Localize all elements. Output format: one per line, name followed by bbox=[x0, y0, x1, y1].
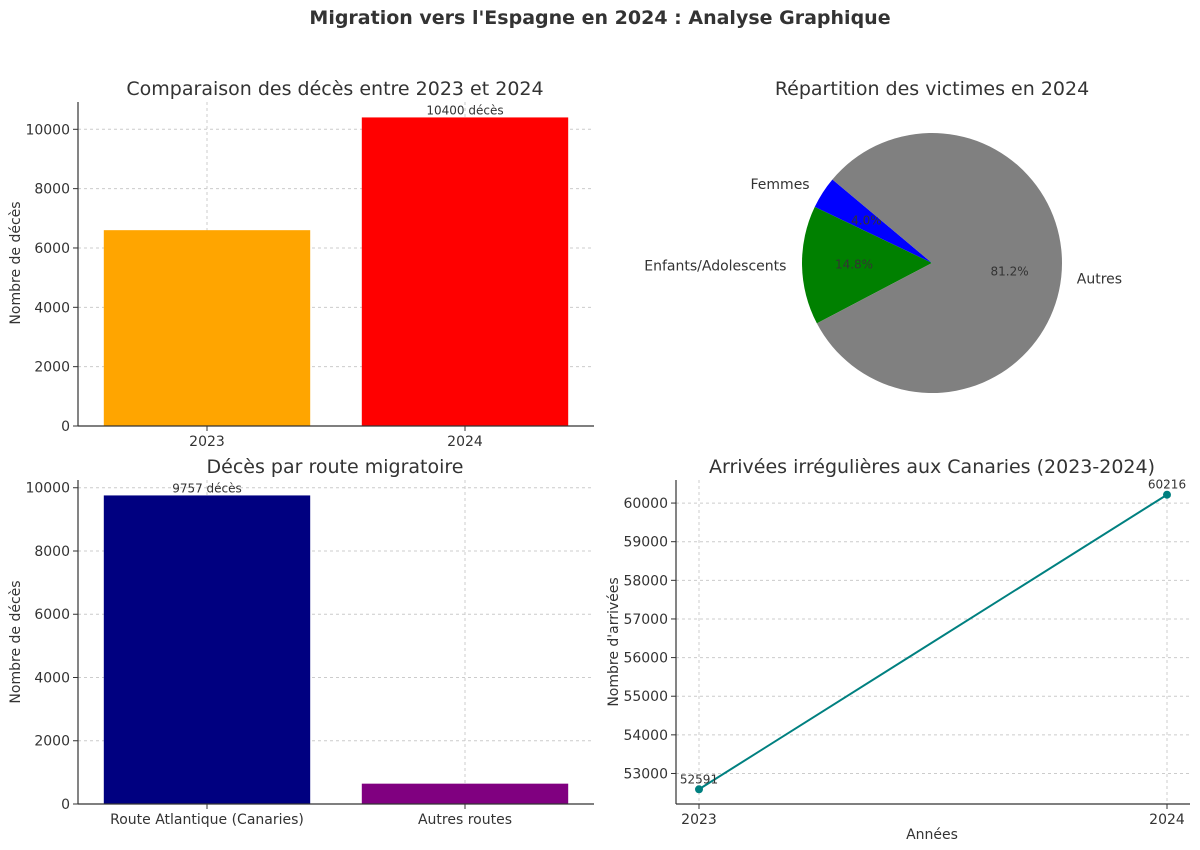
bar bbox=[361, 783, 569, 804]
y-tick-label: 60000 bbox=[623, 496, 668, 512]
bar-data-label: 10400 décès bbox=[426, 103, 503, 117]
y-tick-label: 0 bbox=[61, 419, 70, 435]
chart-arrivals-canaries: Arrivées irrégulières aux Canaries (2023… bbox=[606, 456, 1190, 843]
y-tick-label: 8000 bbox=[34, 544, 70, 560]
y-tick-label: 57000 bbox=[623, 612, 668, 628]
x-ticks: Route Atlantique (Canaries) Autres routes bbox=[110, 804, 512, 828]
x-tick-label: Autres routes bbox=[418, 812, 512, 828]
chart-title: Comparaison des décès entre 2023 et 2024 bbox=[126, 78, 543, 100]
y-tick-label: 2000 bbox=[34, 360, 70, 376]
pie-label: Autres bbox=[1077, 272, 1122, 288]
grid bbox=[676, 480, 1190, 804]
y-axis-label: Nombre de décès bbox=[8, 201, 24, 324]
y-tick-label: 0 bbox=[61, 797, 70, 813]
x-tick-label: Route Atlantique (Canaries) bbox=[110, 812, 304, 828]
figure-suptitle: Migration vers l'Espagne en 2024 : Analy… bbox=[309, 7, 890, 29]
y-tick-label: 8000 bbox=[34, 182, 70, 198]
series-line-path bbox=[698, 493, 1168, 791]
y-tick-label: 4000 bbox=[34, 670, 70, 686]
chart-deaths-by-year: Comparaison des décès entre 2023 et 2024… bbox=[8, 78, 594, 450]
y-tick-label: 10000 bbox=[25, 122, 70, 138]
y-tick-label: 55000 bbox=[623, 689, 668, 705]
pie-percent-label: 14.8% bbox=[835, 257, 873, 271]
y-axis-label: Nombre d'arrivées bbox=[606, 577, 622, 706]
x-axis-label: Années bbox=[906, 827, 958, 843]
y-tick-label: 54000 bbox=[623, 728, 668, 744]
y-axis-label: Nombre de décès bbox=[8, 580, 24, 703]
pie-label: Enfants/Adolescents bbox=[644, 259, 786, 275]
y-tick-label: 58000 bbox=[623, 573, 668, 589]
y-ticks: 53000 54000 55000 56000 57000 58000 59000 60000 bbox=[623, 496, 676, 782]
y-tick-label: 6000 bbox=[34, 607, 70, 623]
x-tick-label: 2023 bbox=[681, 812, 717, 828]
data-labels: 9757 décès bbox=[172, 481, 242, 495]
y-ticks: 0 2000 4000 6000 8000 10000 bbox=[25, 122, 78, 435]
pie-percent-label: 81.2% bbox=[990, 264, 1028, 278]
chart-title: Arrivées irrégulières aux Canaries (2023… bbox=[709, 456, 1155, 478]
bar bbox=[103, 230, 311, 426]
pie-slice bbox=[816, 132, 1063, 393]
y-tick-label: 2000 bbox=[34, 734, 70, 750]
x-tick-label: 2024 bbox=[1149, 812, 1185, 828]
bars bbox=[103, 117, 569, 426]
data-labels: 10400 décès bbox=[426, 103, 503, 117]
y-tick-label: 56000 bbox=[623, 651, 668, 667]
data-point bbox=[695, 785, 703, 794]
pie-slice bbox=[814, 179, 932, 263]
y-ticks: 0 2000 4000 6000 8000 10000 bbox=[25, 481, 78, 813]
data-labels: 52591 60216 bbox=[680, 478, 1186, 787]
y-tick-label: 6000 bbox=[34, 241, 70, 257]
pie-slice bbox=[802, 206, 932, 324]
bars bbox=[103, 495, 569, 804]
chart-title: Répartition des victimes en 2024 bbox=[775, 78, 1089, 100]
x-tick-label: 2024 bbox=[447, 434, 483, 450]
chart-title: Décès par route migratoire bbox=[207, 456, 464, 478]
point-data-label: 52591 bbox=[680, 772, 718, 786]
x-tick-label: 2023 bbox=[189, 434, 225, 450]
data-point bbox=[1163, 490, 1171, 499]
chart-victims-breakdown: Répartition des victimes en 2024 Femmes 4… bbox=[644, 78, 1122, 393]
y-tick-label: 59000 bbox=[623, 535, 668, 551]
pie-label: Femmes bbox=[751, 177, 810, 193]
pie-percent-label: 4.0% bbox=[851, 214, 882, 228]
pie: Femmes 4.0% Enfants/Adolescents 14.8% Autres… bbox=[644, 132, 1122, 393]
point-data-label: 60216 bbox=[1148, 478, 1186, 492]
y-tick-label: 4000 bbox=[34, 300, 70, 316]
bar bbox=[361, 117, 569, 426]
y-tick-label: 10000 bbox=[25, 481, 70, 497]
chart-deaths-by-route: Décès par route migratoire Nombre de déc… bbox=[8, 456, 594, 828]
bar bbox=[103, 495, 311, 804]
bar-data-label: 9757 décès bbox=[172, 481, 242, 495]
y-tick-label: 53000 bbox=[623, 766, 668, 782]
series-line bbox=[695, 490, 1171, 794]
x-ticks: 2023 2024 bbox=[189, 426, 483, 450]
x-ticks: 2023 2024 bbox=[681, 804, 1185, 828]
